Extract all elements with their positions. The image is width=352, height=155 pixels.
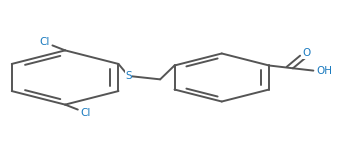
Text: S: S: [125, 71, 132, 81]
Text: Cl: Cl: [39, 37, 50, 47]
Text: OH: OH: [316, 66, 332, 76]
Text: Cl: Cl: [80, 108, 91, 118]
Text: O: O: [302, 48, 310, 58]
